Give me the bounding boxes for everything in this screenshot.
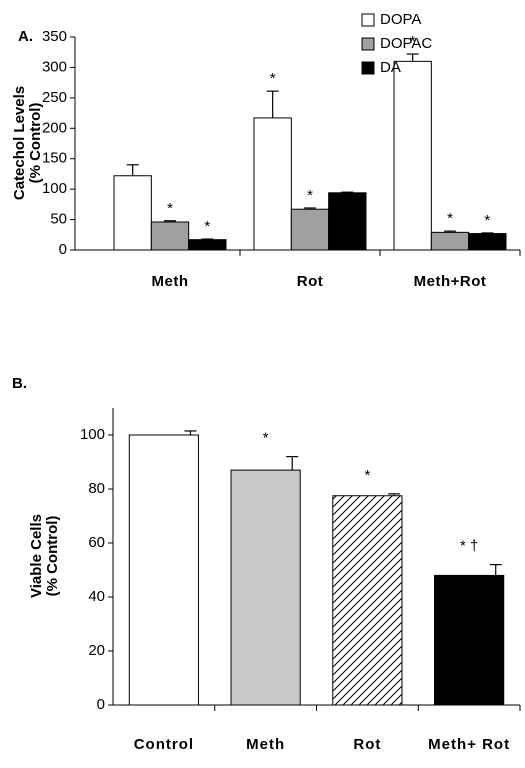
y-tick-label: 20 xyxy=(88,642,105,659)
x-tick-label: Rot xyxy=(353,736,381,753)
y-tick-label: 200 xyxy=(42,119,67,136)
bar xyxy=(434,574,505,706)
bar xyxy=(128,434,199,706)
x-tick-label: Meth xyxy=(152,273,189,290)
y-tick-label: 100 xyxy=(42,180,67,197)
y-tick-label: 250 xyxy=(42,89,67,106)
x-tick-label: Rot xyxy=(297,273,324,290)
bar xyxy=(253,117,292,251)
significance-mark: * † xyxy=(460,538,478,555)
legend-label: DOPA xyxy=(380,11,421,28)
legend-swatch xyxy=(361,61,375,75)
x-tick-label: Meth+ Rot xyxy=(428,736,510,753)
bar xyxy=(332,495,403,706)
significance-mark: * xyxy=(364,467,370,484)
bar xyxy=(113,175,152,251)
y-tick-label: 300 xyxy=(42,58,67,75)
y-axis-label: Catechol Levels xyxy=(11,86,28,200)
legend-label: DOPAC xyxy=(380,35,432,52)
y-tick-label: 80 xyxy=(88,480,105,497)
panel-label: B. xyxy=(12,375,27,392)
y-axis-label: Viable Cells xyxy=(28,514,45,598)
legend-swatch xyxy=(361,13,375,27)
legend-swatch xyxy=(361,37,375,51)
legend-label: DA xyxy=(380,59,401,76)
y-tick-label: 60 xyxy=(88,534,105,551)
significance-mark: * xyxy=(307,187,313,204)
y-tick-label: 100 xyxy=(80,426,105,443)
significance-mark: * xyxy=(447,210,453,227)
y-tick-label: 0 xyxy=(59,241,67,258)
significance-mark: * xyxy=(410,33,416,50)
x-tick-label: Control xyxy=(134,736,194,753)
bar xyxy=(230,469,301,706)
bar xyxy=(188,239,227,251)
y-tick-label: 0 xyxy=(97,696,105,713)
significance-mark: * xyxy=(484,212,490,229)
y-axis-label: (% Control) xyxy=(27,103,44,184)
y-tick-label: 40 xyxy=(88,588,105,605)
significance-mark: * xyxy=(263,430,269,447)
significance-mark: * xyxy=(204,218,210,235)
bar xyxy=(328,192,367,251)
bar xyxy=(150,221,190,251)
x-tick-label: Meth xyxy=(246,736,285,753)
bar xyxy=(393,60,432,251)
y-axis-label: (% Control) xyxy=(44,516,61,597)
panel-label: A. xyxy=(18,28,33,45)
y-tick-label: 150 xyxy=(42,150,67,167)
bar xyxy=(468,233,507,251)
bar xyxy=(430,231,470,251)
y-tick-label: 50 xyxy=(50,211,67,228)
x-tick-label: Meth+Rot xyxy=(414,273,487,290)
significance-mark: * xyxy=(167,200,173,217)
y-tick-label: 350 xyxy=(42,28,67,45)
significance-mark: * xyxy=(270,70,276,87)
bar xyxy=(290,208,330,251)
